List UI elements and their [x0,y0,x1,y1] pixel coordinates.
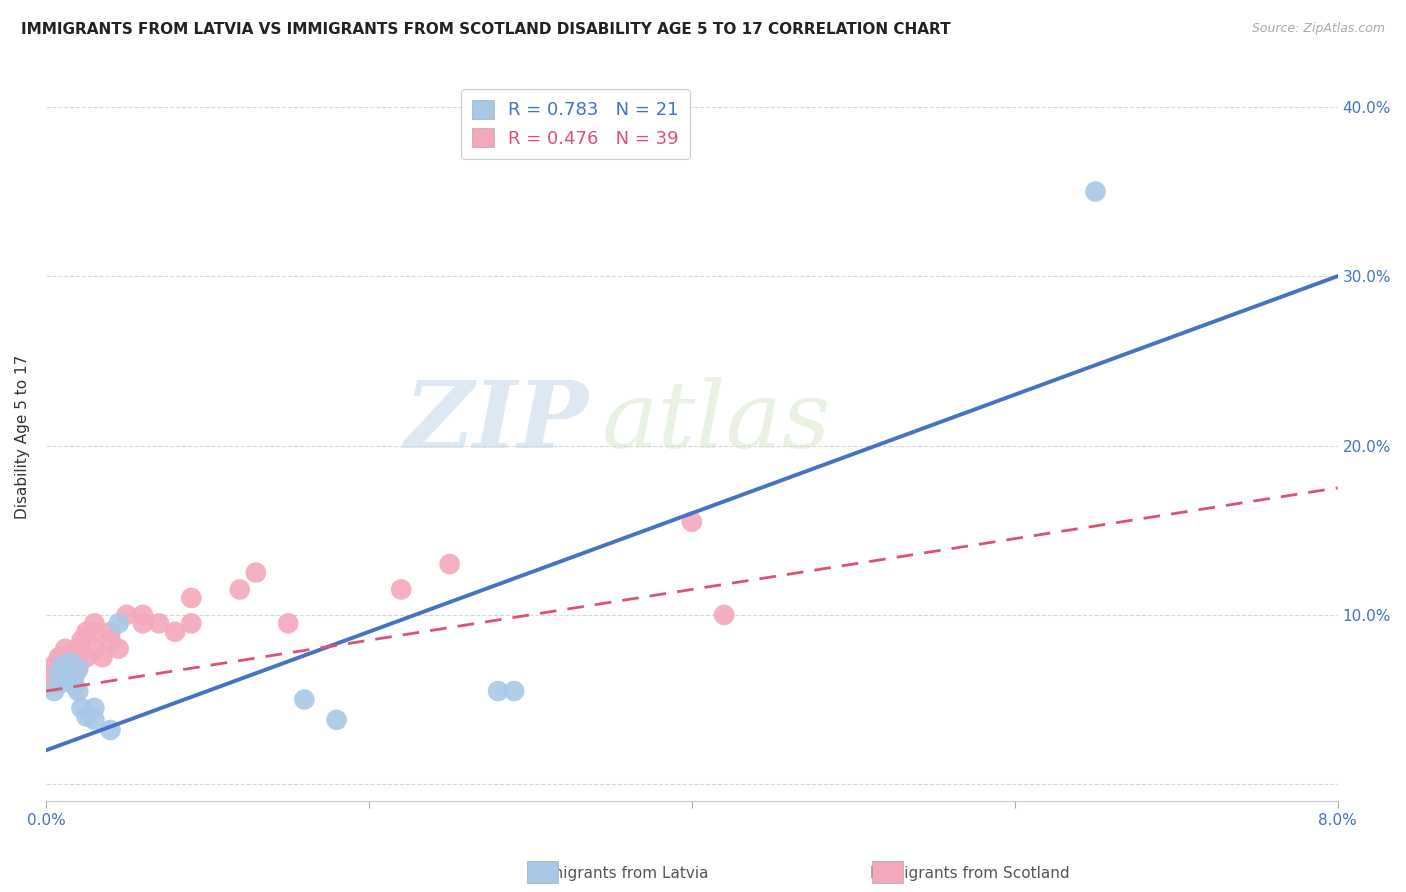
Point [228,582,250,597]
Point [132,616,155,631]
Point [59,655,82,669]
Point [51,667,73,681]
Point [59,658,82,673]
Point [486,684,509,698]
Point [83,624,105,639]
Point [165,624,187,639]
Y-axis label: Disability Age 5 to 17: Disability Age 5 to 17 [15,355,30,519]
Point [100,624,122,639]
Point [100,723,122,737]
Text: ZIP: ZIP [404,377,589,467]
Point [63,679,86,693]
Text: atlas: atlas [602,377,831,467]
Point [67,641,90,656]
Point [180,591,202,605]
Point [83,641,105,656]
Point [83,616,105,631]
Point [59,672,82,686]
Point [67,684,90,698]
Point [42,658,65,673]
Point [148,616,170,631]
Point [39,667,62,681]
Point [53,662,76,676]
Point [83,713,105,727]
Point [70,633,93,648]
Point [245,566,267,580]
Point [42,684,65,698]
Point [51,650,73,665]
Point [75,709,97,723]
Point [53,641,76,656]
Point [63,667,86,681]
Point [67,662,90,676]
Text: Immigrants from Scotland: Immigrants from Scotland [870,866,1070,881]
Point [180,616,202,631]
Point [51,658,73,673]
Point [75,650,97,665]
Point [713,607,735,622]
Point [51,658,73,673]
Point [100,633,122,648]
Point [67,658,90,673]
Point [503,684,526,698]
Point [1084,185,1107,199]
Point [67,650,90,665]
Text: IMMIGRANTS FROM LATVIA VS IMMIGRANTS FROM SCOTLAND DISABILITY AGE 5 TO 17 CORREL: IMMIGRANTS FROM LATVIA VS IMMIGRANTS FRO… [21,22,950,37]
Point [277,616,299,631]
Point [48,650,70,665]
Point [48,667,70,681]
Point [70,701,93,715]
Point [115,607,138,622]
Point [75,624,97,639]
Point [59,650,82,665]
Point [132,607,155,622]
Point [42,675,65,690]
Legend: R = 0.783   N = 21, R = 0.476   N = 39: R = 0.783 N = 21, R = 0.476 N = 39 [461,89,690,159]
Point [91,650,114,665]
Point [292,692,315,706]
Point [325,713,347,727]
Point [83,701,105,715]
Point [389,582,412,597]
Text: Source: ZipAtlas.com: Source: ZipAtlas.com [1251,22,1385,36]
Point [439,557,461,571]
Text: Immigrants from Latvia: Immigrants from Latvia [529,866,709,881]
Point [107,641,129,656]
Point [107,616,129,631]
Point [51,675,73,690]
Point [53,662,76,676]
Point [681,515,703,529]
